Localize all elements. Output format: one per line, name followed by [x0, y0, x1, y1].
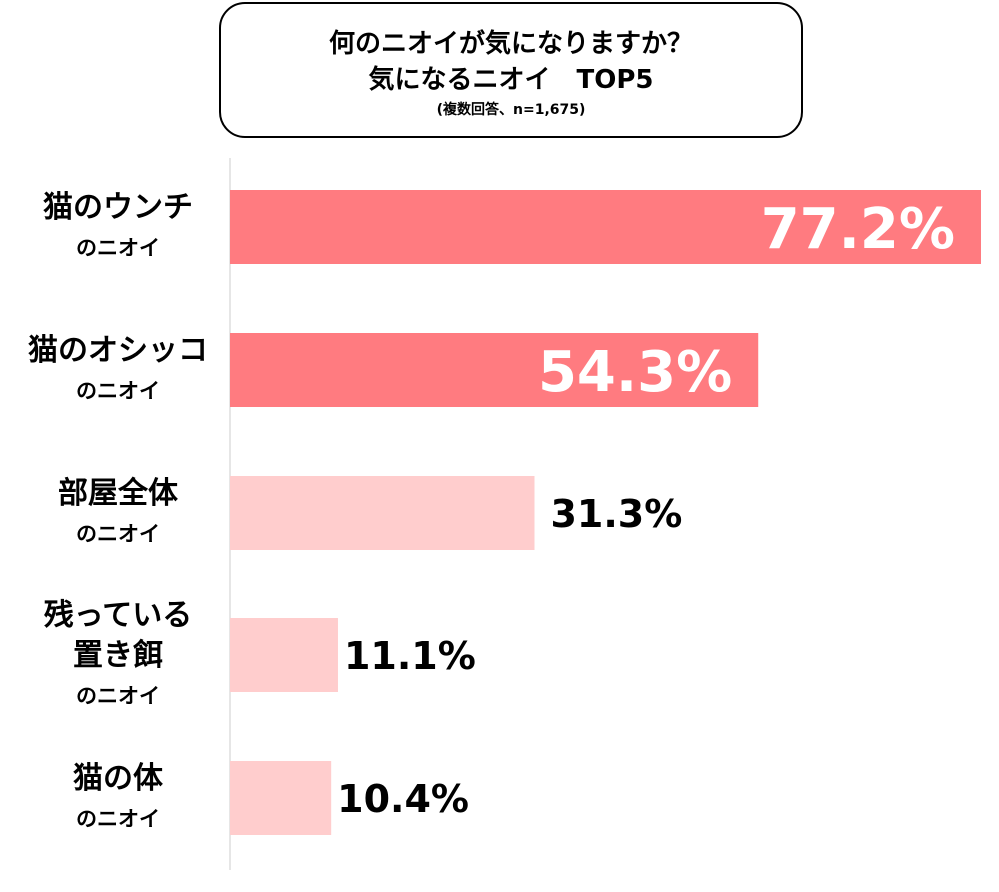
category-label-4-line-1: 残っている: [44, 598, 193, 633]
value-label-3: 31.3%: [550, 492, 682, 536]
bar-2: [230, 333, 759, 407]
category-label-5-line-1: 猫の体: [73, 761, 164, 796]
category-label-4-line-3: のニオイ: [76, 684, 160, 708]
value-label-2: 54.3%: [538, 340, 732, 405]
value-label-5: 10.4%: [337, 777, 469, 821]
chart-sample-note: (複数回答、n=1,675): [436, 102, 586, 118]
value-label-1: 77.2%: [761, 197, 955, 262]
category-label-2-line-1: 猫のオシッコ: [28, 333, 208, 368]
bar-1: [230, 190, 981, 264]
chart-subtitle-top5: 気になるニオイ TOP5: [368, 65, 654, 95]
chart-title: 何のニオイが気になりますか？: [328, 29, 693, 59]
category-label-3-line-2: のニオイ: [76, 522, 160, 546]
category-label-3-line-1: 部屋全体: [58, 476, 179, 511]
category-label-4-line-2: 置き餌: [73, 638, 163, 673]
bar-5: [230, 761, 332, 835]
value-label-4: 11.1%: [344, 634, 476, 678]
category-label-1-line-1: 猫のウンチ: [43, 190, 193, 225]
category-label-5-line-2: のニオイ: [76, 807, 160, 831]
category-label-1-line-2: のニオイ: [76, 236, 160, 260]
category-label-2-line-2: のニオイ: [76, 379, 160, 403]
bar-4: [230, 618, 338, 692]
chart-title-box: 何のニオイが気になりますか？ 気になるニオイ TOP5 (複数回答、n=1,67…: [219, 2, 803, 138]
bar-3: [230, 476, 535, 550]
